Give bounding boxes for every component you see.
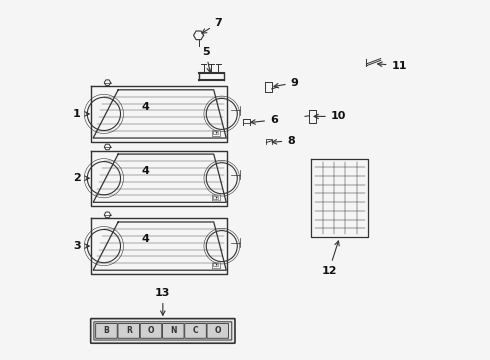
- Text: 13: 13: [155, 288, 171, 315]
- Text: 1: 1: [73, 109, 89, 119]
- Text: R: R: [126, 327, 132, 336]
- FancyBboxPatch shape: [118, 324, 140, 338]
- FancyBboxPatch shape: [96, 324, 117, 338]
- Text: DB: DB: [213, 131, 220, 136]
- Text: DB: DB: [213, 264, 220, 269]
- Text: C: C: [193, 327, 198, 336]
- Text: B: B: [103, 327, 109, 336]
- FancyBboxPatch shape: [140, 324, 162, 338]
- Text: 4: 4: [141, 166, 149, 176]
- Text: 3: 3: [73, 241, 89, 251]
- Text: 7: 7: [202, 18, 222, 33]
- Text: 8: 8: [272, 136, 295, 146]
- Text: O: O: [148, 327, 154, 336]
- Text: 12: 12: [321, 241, 339, 276]
- Text: 2: 2: [73, 173, 89, 183]
- Text: 4: 4: [141, 234, 149, 244]
- FancyBboxPatch shape: [185, 324, 206, 338]
- Text: 10: 10: [314, 111, 346, 121]
- Text: 11: 11: [378, 61, 407, 71]
- Text: 9: 9: [274, 78, 298, 88]
- Text: O: O: [215, 327, 221, 336]
- Text: 6: 6: [251, 115, 278, 125]
- FancyBboxPatch shape: [94, 322, 232, 340]
- FancyBboxPatch shape: [91, 319, 235, 343]
- Text: DB: DB: [213, 195, 220, 201]
- FancyBboxPatch shape: [163, 324, 184, 338]
- Text: 5: 5: [202, 47, 212, 72]
- FancyBboxPatch shape: [207, 324, 228, 338]
- Text: N: N: [170, 327, 176, 336]
- Text: 4: 4: [141, 102, 149, 112]
